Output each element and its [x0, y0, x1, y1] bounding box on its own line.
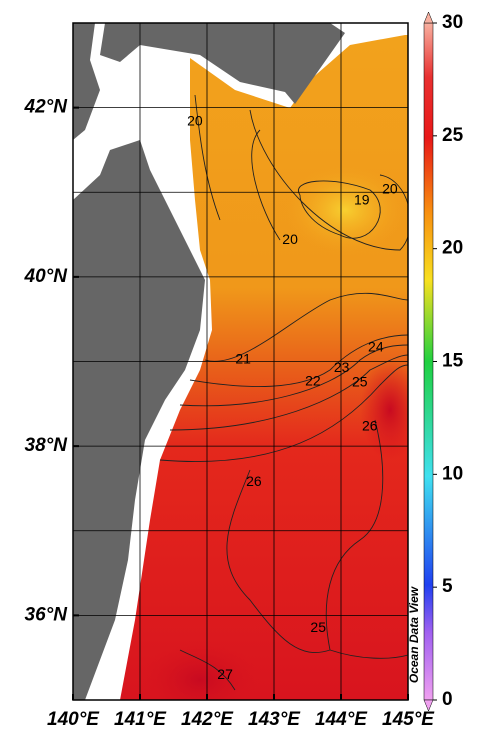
y-tick-label: 40°N: [24, 266, 69, 287]
x-tick-label: 145°E: [382, 709, 435, 730]
watermark: Ocean Data View: [407, 586, 421, 683]
x-tick-label: 142°E: [181, 709, 234, 730]
colorbar-label: 10: [442, 463, 463, 484]
contour-label: 27: [217, 666, 233, 682]
colorbar-label: 25: [442, 125, 464, 146]
colorbar: [424, 23, 433, 700]
x-tick-label: 140°E: [47, 709, 100, 730]
contour-label: 26: [362, 417, 378, 433]
y-tick-label: 36°N: [25, 604, 69, 625]
contour-label: 25: [310, 619, 326, 635]
colorbar-label: 30: [442, 12, 463, 33]
colorbar-label: 15: [442, 351, 464, 372]
contour-label: 20: [187, 113, 203, 129]
contour-label: 20: [282, 231, 298, 247]
contour-label: 26: [246, 473, 262, 489]
contour-label: 19: [354, 191, 370, 207]
hot-patch: [140, 640, 260, 720]
land: [73, 23, 100, 140]
colorbar-label: 20: [442, 238, 463, 259]
colorbar-label: 5: [442, 576, 453, 597]
y-tick-label: 42°N: [24, 97, 69, 118]
x-tick-label: 143°E: [248, 709, 301, 730]
contour-label: 21: [235, 351, 251, 367]
x-tick-label: 144°E: [315, 709, 368, 730]
contour-label: 23: [334, 359, 350, 375]
warm-patch: [285, 165, 405, 255]
contour-label: 25: [352, 373, 368, 389]
contour-label: 24: [368, 339, 384, 355]
contour-label: 20: [382, 180, 398, 196]
y-tick-label: 38°N: [25, 435, 69, 456]
colorbar-label: 0: [442, 689, 453, 710]
colorbar-arrow: [424, 12, 433, 23]
x-tick-label: 141°E: [114, 709, 167, 730]
contour-label: 22: [305, 373, 321, 389]
